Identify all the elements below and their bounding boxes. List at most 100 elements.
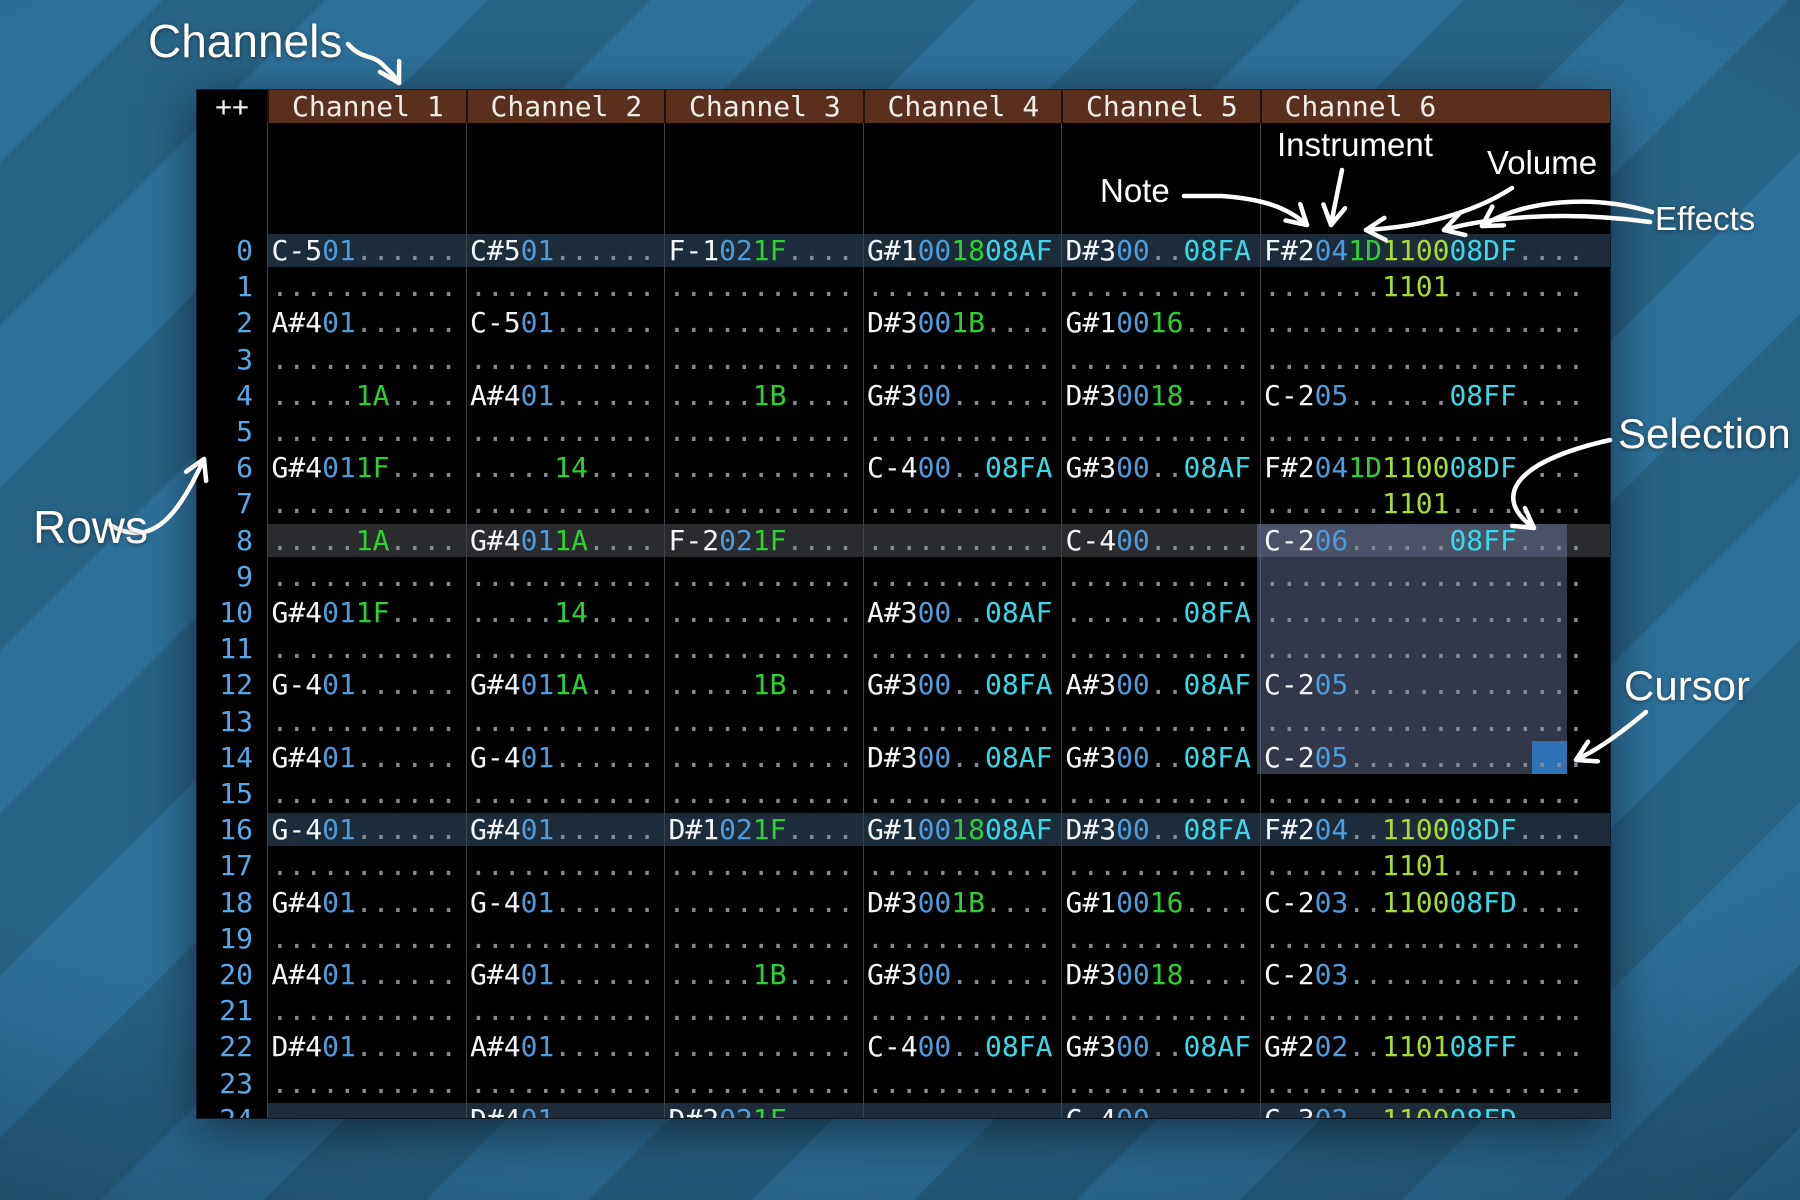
pattern-cell[interactable]: D#300..08FA <box>1062 813 1261 846</box>
pattern-cell[interactable]: A#401...... <box>268 958 467 991</box>
pattern-cell[interactable]: ........... <box>665 849 864 882</box>
pattern-cell[interactable]: ........... <box>268 849 467 882</box>
pattern-cell[interactable]: ........... <box>268 705 467 738</box>
pattern-cell[interactable]: ........... <box>665 451 864 484</box>
pattern-cell[interactable]: ........... <box>1062 849 1261 882</box>
pattern-cell[interactable]: C-203.............. <box>1260 958 1610 991</box>
channel-header[interactable]: Channel 5 <box>1061 90 1260 123</box>
pattern-cell[interactable]: ........... <box>268 560 467 593</box>
pattern-cell[interactable]: ........... <box>1062 994 1261 1027</box>
pattern-cell[interactable]: ........... <box>466 994 665 1027</box>
pattern-cell[interactable]: F#204..110008DF.... <box>1260 813 1610 846</box>
pattern-cell[interactable]: G#300..08AF <box>1062 1030 1261 1063</box>
pattern-cell[interactable]: ........... <box>665 922 864 955</box>
pattern-cell[interactable]: ........... <box>665 343 864 376</box>
pattern-cell[interactable]: ................... <box>1260 560 1610 593</box>
pattern-cell[interactable]: F-2021F.... <box>665 524 864 557</box>
pattern-cell[interactable]: ........... <box>466 560 665 593</box>
pattern-cell[interactable]: D#401...... <box>466 1103 665 1118</box>
pattern-cell[interactable]: ........... <box>665 777 864 810</box>
pattern-cell[interactable]: ........... <box>665 560 864 593</box>
pattern-cell[interactable]: ........... <box>466 849 665 882</box>
pattern-cell[interactable]: ........... <box>466 922 665 955</box>
pattern-cell[interactable]: ........... <box>466 415 665 448</box>
pattern-cell[interactable]: ........... <box>268 1067 467 1100</box>
pattern-cell[interactable]: G-401...... <box>268 668 467 701</box>
pattern-cell[interactable]: G#1001808AF <box>863 234 1062 267</box>
pattern-cell[interactable]: ........... <box>466 270 665 303</box>
channel-header[interactable]: Channel 2 <box>466 90 665 123</box>
pattern-cell[interactable]: ........... <box>665 1067 864 1100</box>
pattern-cell[interactable]: ........... <box>665 741 864 774</box>
pattern-cell[interactable]: ........... <box>466 1067 665 1100</box>
pattern-cell[interactable]: ........... <box>863 560 1062 593</box>
pattern-cell[interactable]: ................... <box>1260 994 1610 1027</box>
pattern-cell[interactable]: A#300..08AF <box>863 596 1062 629</box>
pattern-cell[interactable]: ........... <box>1062 705 1261 738</box>
pattern-cell[interactable]: ........... <box>268 270 467 303</box>
pattern-cell[interactable]: ................... <box>1260 705 1610 738</box>
pattern-cell[interactable]: C-203..110008FD.... <box>1260 886 1610 919</box>
pattern-cell[interactable]: ........... <box>268 922 467 955</box>
pattern-cell[interactable]: ........... <box>1062 777 1261 810</box>
pattern-cell[interactable]: ........... <box>665 886 864 919</box>
pattern-cell[interactable]: ................... <box>1260 1067 1610 1100</box>
pattern-cell[interactable]: ................... <box>1260 596 1610 629</box>
pattern-cell[interactable]: .....1A.... <box>268 379 467 412</box>
pattern-cell[interactable]: .....1B.... <box>665 379 864 412</box>
pattern-cell[interactable]: G#300..08AF <box>1062 451 1261 484</box>
pattern-cell[interactable]: G-401...... <box>466 886 665 919</box>
pattern-cell[interactable]: ........... <box>863 632 1062 665</box>
pattern-cell[interactable]: C-206......08FF.... <box>1260 524 1610 557</box>
pattern-cell[interactable]: G#401...... <box>268 886 467 919</box>
pattern-cell[interactable]: A#300..08AF <box>1062 668 1261 701</box>
pattern-cell[interactable]: ........... <box>1062 922 1261 955</box>
pattern-cell[interactable]: G#300...... <box>863 958 1062 991</box>
pattern-cell[interactable]: ........... <box>863 922 1062 955</box>
pattern-cell[interactable]: C-400...... <box>1062 524 1261 557</box>
pattern-cell[interactable]: ................... <box>1260 343 1610 376</box>
pattern-cell[interactable]: ........... <box>466 343 665 376</box>
pattern-cell[interactable]: ........... <box>863 1103 1062 1118</box>
pattern-cell[interactable]: ........... <box>1062 343 1261 376</box>
pattern-cell[interactable]: ........... <box>863 705 1062 738</box>
pattern-cell[interactable]: ........... <box>466 705 665 738</box>
pattern-cell[interactable]: ........... <box>863 994 1062 1027</box>
pattern-cell[interactable]: ........... <box>665 632 864 665</box>
pattern-cell[interactable]: G#4011A.... <box>466 668 665 701</box>
pattern-cell[interactable]: C-205......08FF.... <box>1260 379 1610 412</box>
pattern-cell[interactable]: ........... <box>1062 270 1261 303</box>
pattern-cell[interactable]: A#401...... <box>466 1030 665 1063</box>
pattern-cell[interactable]: A#401...... <box>466 379 665 412</box>
pattern-cell[interactable]: ........... <box>665 705 864 738</box>
pattern-cell[interactable]: D#3001B.... <box>863 306 1062 339</box>
pattern-cell[interactable]: ........... <box>268 632 467 665</box>
pattern-cell[interactable]: D#30018.... <box>1062 379 1261 412</box>
pattern-cell[interactable]: G#4011A.... <box>466 524 665 557</box>
pattern-cell[interactable]: ........... <box>268 415 467 448</box>
pattern-cell[interactable]: G#10016.... <box>1062 886 1261 919</box>
pattern-cell[interactable]: ........... <box>863 270 1062 303</box>
pattern-cell[interactable]: C-501...... <box>466 306 665 339</box>
pattern-cell[interactable]: ........... <box>1062 560 1261 593</box>
pattern-cell[interactable]: .......1101........ <box>1260 270 1610 303</box>
pattern-cell[interactable]: .....1B.... <box>665 958 864 991</box>
pattern-cell[interactable]: G#4011F.... <box>268 451 467 484</box>
pattern-cell[interactable]: D#2021F.... <box>665 1103 864 1118</box>
pattern-cell[interactable]: ........... <box>268 777 467 810</box>
pattern-cell[interactable]: ........... <box>665 415 864 448</box>
channel-header[interactable]: Channel 6 <box>1260 90 1611 123</box>
pattern-cell[interactable]: C#501...... <box>466 234 665 267</box>
pattern-cell[interactable]: ........... <box>466 487 665 520</box>
channel-header[interactable]: Channel 4 <box>863 90 1062 123</box>
pattern-cell[interactable]: ........... <box>863 777 1062 810</box>
pattern-cell[interactable]: .......1101........ <box>1260 487 1610 520</box>
pattern-cell[interactable]: ................... <box>1260 922 1610 955</box>
pattern-cell[interactable]: D#300..08AF <box>863 741 1062 774</box>
pattern-cell[interactable]: .....1A.... <box>268 524 467 557</box>
pattern-cell[interactable]: G#4011F.... <box>268 596 467 629</box>
pattern-cell[interactable]: ........... <box>665 1030 864 1063</box>
pattern-cell[interactable]: ........... <box>268 487 467 520</box>
pattern-cell[interactable]: .....14.... <box>466 451 665 484</box>
pattern-cell[interactable]: ........... <box>863 1067 1062 1100</box>
